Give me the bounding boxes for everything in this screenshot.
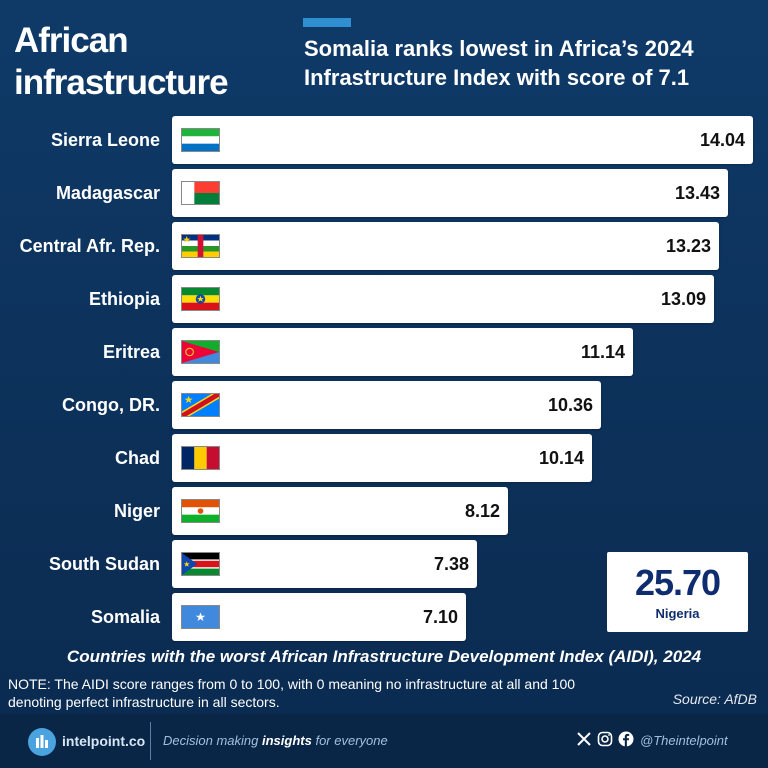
nigeria-label: Nigeria [655,606,700,621]
madagascar-flag [181,181,220,205]
category-label: Congo, DR. [62,395,160,415]
x-icon[interactable] [576,731,592,747]
social-handle[interactable]: @Theintelpoint [640,733,728,748]
bar: 11.14 [172,328,633,376]
instagram-icon[interactable] [597,731,613,747]
intelpoint-logo-icon[interactable] [28,728,56,756]
bar: 13.43 [172,169,728,217]
bar: 10.14 [172,434,592,482]
page-subtitle: Somalia ranks lowest in Africa’s 2024 In… [304,36,694,90]
accent-bar [303,18,351,27]
category-label: Sierra Leone [50,130,160,150]
chart-caption: Countries with the worst African Infrast… [66,647,702,666]
footer-divider [150,722,151,760]
data-label: 8.12 [464,501,500,521]
nigeria-highlight-card: 25.70 Nigeria [607,552,748,632]
category-label: Niger [113,501,160,521]
somalia-flag [181,605,220,629]
facebook-icon[interactable] [618,731,634,747]
nigeria-score: 25.70 [634,562,721,603]
bar: 7.38 [172,540,477,588]
category-label: Madagascar [55,183,160,203]
source-text: Source: AfDB [672,691,757,707]
bar-chart: Sierra Leone 14.04 Madagascar 13.43 Central … [19,116,753,641]
data-label: 10.14 [538,448,584,468]
bar: 8.12 [172,487,508,535]
bar: 13.09 [172,275,714,323]
category-label: Ethiopia [89,289,160,309]
bar: 14.04 [172,116,753,164]
data-label: 13.43 [674,183,720,203]
chad-flag [181,446,220,470]
south-sudan-flag [181,552,220,576]
footer: intelpoint.co Decision making insights f… [0,714,768,768]
data-label: 10.36 [547,395,593,415]
sierra-leone-flag [181,128,220,152]
brand-link[interactable]: intelpoint.co [62,733,146,749]
bar: 10.36 [172,381,601,429]
niger-flag [181,499,220,523]
data-label: 7.10 [422,607,458,627]
tagline-end: for everyone [311,733,388,748]
note-text: NOTE: The AIDI score ranges from 0 to 10… [8,676,576,710]
category-label: Chad [115,448,160,468]
bar: 13.23 [172,222,719,270]
data-label: 7.38 [433,554,469,574]
dr-congo-flag [181,393,220,417]
ethiopia-flag [181,287,220,311]
bar: 7.10 [172,593,466,641]
data-label: 13.23 [665,236,711,256]
data-label: 11.14 [580,342,625,362]
category-label: Somalia [90,607,160,627]
category-label: South Sudan [49,554,160,574]
tagline-bold: insights [262,733,312,748]
category-label: Eritrea [102,342,160,362]
tagline-start: Decision making [163,733,262,748]
category-label: Central Afr. Rep. [19,236,160,256]
data-label: 13.09 [660,289,706,309]
eritrea-flag [181,340,220,364]
central-african-republic-flag [181,234,220,258]
page-title: African infrastructure [14,21,229,102]
tagline: Decision making insights for everyone [163,732,388,750]
data-label: 14.04 [699,130,745,150]
